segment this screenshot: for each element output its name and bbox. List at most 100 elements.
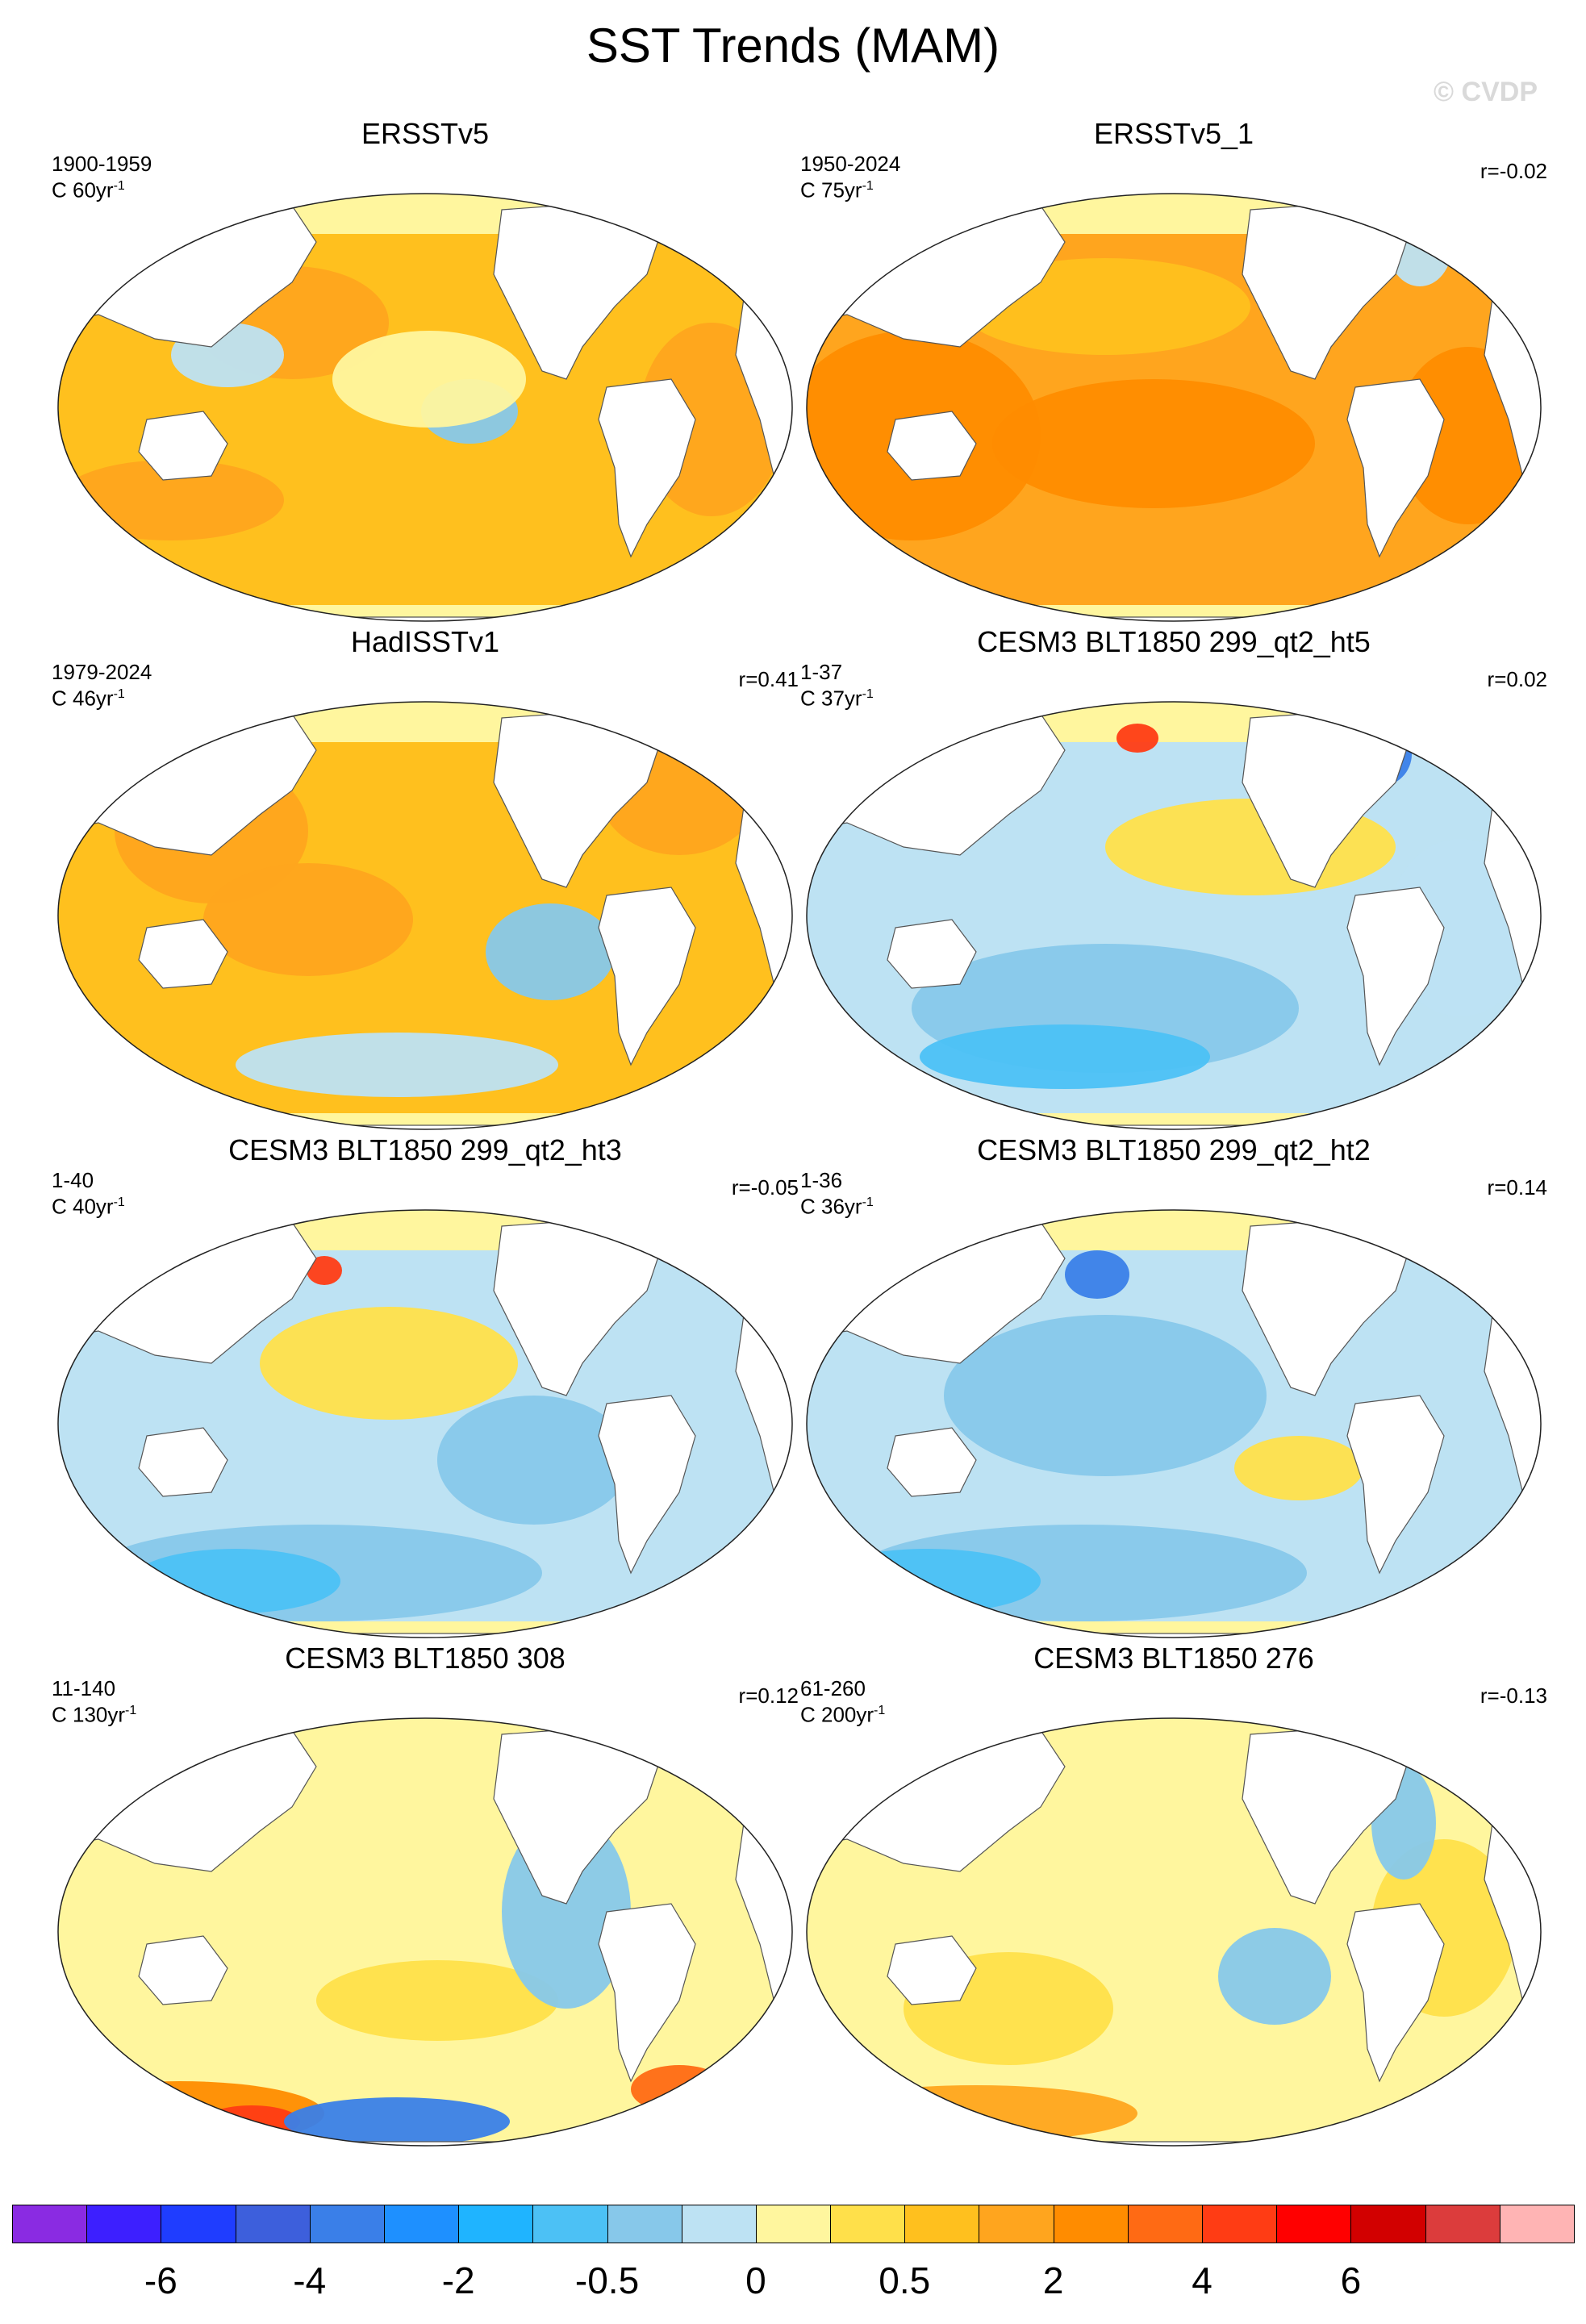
south-america-land: [1346, 1903, 1445, 2083]
colorbar-swatch: [1276, 2205, 1352, 2243]
colorbar: [12, 2205, 1575, 2245]
colorbar-swatch: [1202, 2205, 1278, 2243]
trend-anomaly: [236, 1033, 558, 1097]
colorbar-tick-label: 4: [1192, 2259, 1212, 2301]
colorbar-swatch: [830, 2205, 906, 2243]
panel-correlation: r=0.41: [738, 667, 799, 691]
trend-anomaly: [307, 1256, 342, 1285]
trend-anomaly: [203, 863, 413, 976]
arctic-band: [807, 702, 1541, 742]
australia-land: [138, 411, 228, 481]
trend-anomaly: [1065, 1250, 1129, 1299]
colorbar-tick-label: -0.5: [574, 2259, 640, 2301]
australia-land: [138, 1427, 228, 1497]
panel-title: ERSSTv5: [361, 117, 490, 150]
arctic-band: [58, 702, 792, 742]
trend-anomaly: [1218, 1928, 1331, 2025]
australia-land: [887, 1935, 977, 2005]
colorbar-tick-label: -2: [441, 2259, 475, 2301]
panel-title: CESM3 BLT1850 276: [1033, 1642, 1314, 1675]
map-border: [57, 193, 793, 622]
sst-trend-map: [806, 1717, 1542, 2147]
antarctica-land: [807, 2141, 1541, 2146]
map-border: [806, 193, 1542, 622]
panel-correlation: r=0.12: [738, 1684, 799, 1708]
south-america-land: [598, 887, 696, 1066]
panel-unit: C 60yr-1: [52, 177, 125, 202]
map-panel-8: CESM3 BLT1850 276 61-260 C 200yr-1 r=-0.…: [799, 1642, 1549, 2158]
south-america-land: [1346, 1395, 1445, 1575]
panel-range: 61-260: [800, 1676, 866, 1700]
australia-land: [138, 1935, 228, 2005]
colorbar-swatch: [979, 2205, 1054, 2243]
trend-anomaly: [332, 331, 526, 428]
colorbar-swatch: [755, 2205, 832, 2243]
panel-unit: C 75yr-1: [800, 177, 874, 202]
arctic-band: [58, 1210, 792, 1250]
trend-anomaly: [992, 379, 1315, 508]
south-america-land: [598, 1903, 696, 2083]
panel-title: ERSSTv5_1: [1093, 117, 1254, 150]
colorbar-swatch: [1425, 2205, 1500, 2243]
trend-anomaly: [1234, 1436, 1363, 1500]
trend-anomaly: [815, 1549, 1041, 1613]
trend-anomaly: [631, 2065, 728, 2113]
sst-trend-map: [57, 1209, 793, 1638]
trend-anomaly: [260, 1307, 518, 1420]
colorbar-swatch: [1499, 2205, 1575, 2243]
map-border: [806, 701, 1542, 1130]
sst-trend-map: [806, 193, 1542, 622]
colorbar-tick-label: 2: [1042, 2259, 1064, 2301]
south-america-land: [598, 1395, 696, 1575]
arctic-band: [807, 1210, 1541, 1250]
panel-range: 1979-2024: [52, 660, 152, 684]
cvdp-watermark: © CVDP: [1434, 77, 1538, 107]
colorbar-swatch: [309, 2205, 385, 2243]
map-panel-1: ERSSTv5 1900-1959 C 60yr-1: [50, 117, 800, 633]
colorbar-swatch: [458, 2205, 534, 2243]
trend-anomaly: [437, 1396, 631, 1525]
arctic-band: [58, 1718, 792, 1759]
panel-unit: C 46yr-1: [52, 686, 125, 711]
panel-title: CESM3 BLT1850 308: [285, 1642, 566, 1675]
colorbar-swatch: [1350, 2205, 1426, 2243]
south-america-land: [1346, 378, 1445, 558]
trend-anomaly: [944, 1315, 1267, 1476]
panel-correlation: r=0.14: [1487, 1175, 1547, 1200]
sst-trend-map: [57, 701, 793, 1130]
trend-anomaly: [316, 1960, 558, 2041]
colorbar-tick-label: 0.5: [879, 2259, 931, 2301]
map-border: [57, 701, 793, 1130]
map-border: [57, 1209, 793, 1638]
trend-anomaly: [486, 903, 615, 1000]
panel-range: 11-140: [52, 1676, 116, 1700]
arctic-band: [807, 194, 1541, 234]
arctic-band: [807, 1718, 1541, 1759]
panel-unit: C 37yr-1: [800, 686, 874, 711]
australia-land: [887, 1427, 977, 1497]
sst-trend-map: [57, 193, 793, 622]
panel-correlation: r=-0.02: [1480, 159, 1547, 183]
map-panel-5: CESM3 BLT1850 299_qt2_ht3 1-40 C 40yr-1 …: [50, 1133, 800, 1650]
panel-correlation: r=-0.05: [731, 1175, 799, 1200]
panel-unit: C 40yr-1: [52, 1194, 125, 1219]
trend-anomaly: [815, 2085, 1137, 2142]
panel-correlation: r=-0.13: [1480, 1684, 1547, 1708]
colorbar-swatch: [904, 2205, 980, 2243]
colorbar-tick-label: -6: [144, 2259, 177, 2301]
south-america-land: [598, 378, 696, 558]
trend-anomaly: [1116, 724, 1158, 753]
colorbar-swatch: [161, 2205, 236, 2243]
colorbar-tick-label: -4: [293, 2259, 327, 2301]
sst-trend-map: [57, 1717, 793, 2147]
trend-anomaly: [58, 460, 284, 540]
south-america-land: [1346, 887, 1445, 1066]
map-border: [806, 1209, 1542, 1638]
colorbar-swatch: [607, 2205, 682, 2243]
map-panel-2: ERSSTv5_1 1950-2024 C 75yr-1 r=-0.02: [799, 117, 1549, 633]
map-border: [57, 1717, 793, 2147]
colorbar-swatch: [235, 2205, 311, 2243]
trend-anomaly: [131, 1549, 340, 1613]
colorbar-swatch: [383, 2205, 460, 2243]
panel-unit: C 200yr-1: [800, 1702, 886, 1727]
